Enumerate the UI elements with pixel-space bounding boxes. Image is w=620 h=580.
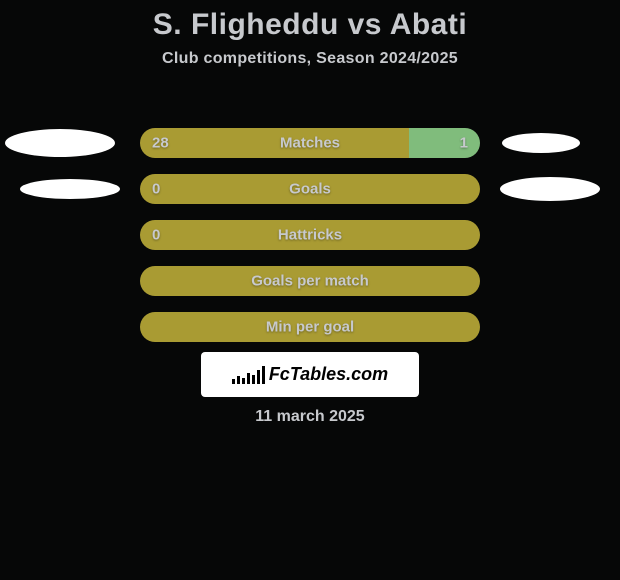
stat-bar: Min per goal bbox=[140, 312, 480, 342]
page-title: S. Fligheddu vs Abati bbox=[0, 0, 620, 42]
stat-label: Goals per match bbox=[251, 273, 369, 290]
stat-bar: Hattricks 0 bbox=[140, 220, 480, 250]
bar-segment-right bbox=[409, 128, 480, 158]
stat-value-right: 1 bbox=[460, 135, 468, 152]
stat-bar: Matches 28 1 bbox=[140, 128, 480, 158]
stat-row: Min per goal bbox=[0, 304, 620, 350]
comparison-infographic: S. Fligheddu vs Abati Club competitions,… bbox=[0, 0, 620, 580]
stat-label: Hattricks bbox=[278, 227, 342, 244]
stat-label: Matches bbox=[280, 135, 340, 152]
stat-value-left: 28 bbox=[152, 135, 169, 152]
stat-row: Goals 0 bbox=[0, 166, 620, 212]
badge-content: FcTables.com bbox=[232, 364, 388, 385]
left-indicator-ellipse bbox=[20, 179, 120, 199]
stat-row: Goals per match bbox=[0, 258, 620, 304]
stat-label: Goals bbox=[289, 181, 331, 198]
right-indicator-ellipse bbox=[502, 133, 580, 153]
date-label: 11 march 2025 bbox=[0, 408, 620, 426]
stat-row: Hattricks 0 bbox=[0, 212, 620, 258]
right-indicator-ellipse bbox=[500, 177, 600, 201]
bar-segment-left bbox=[140, 128, 409, 158]
left-indicator-ellipse bbox=[5, 129, 115, 157]
stat-value-left: 0 bbox=[152, 227, 160, 244]
stat-rows: Matches 28 1 Goals 0 Hattricks 0 Goals per matc… bbox=[0, 120, 620, 350]
chart-bars-icon bbox=[232, 366, 265, 384]
badge-text: FcTables.com bbox=[269, 364, 388, 385]
stat-label: Min per goal bbox=[266, 319, 354, 336]
source-badge: FcTables.com bbox=[201, 352, 419, 397]
subtitle: Club competitions, Season 2024/2025 bbox=[0, 50, 620, 68]
stat-row: Matches 28 1 bbox=[0, 120, 620, 166]
stat-bar: Goals per match bbox=[140, 266, 480, 296]
stat-bar: Goals 0 bbox=[140, 174, 480, 204]
stat-value-left: 0 bbox=[152, 181, 160, 198]
